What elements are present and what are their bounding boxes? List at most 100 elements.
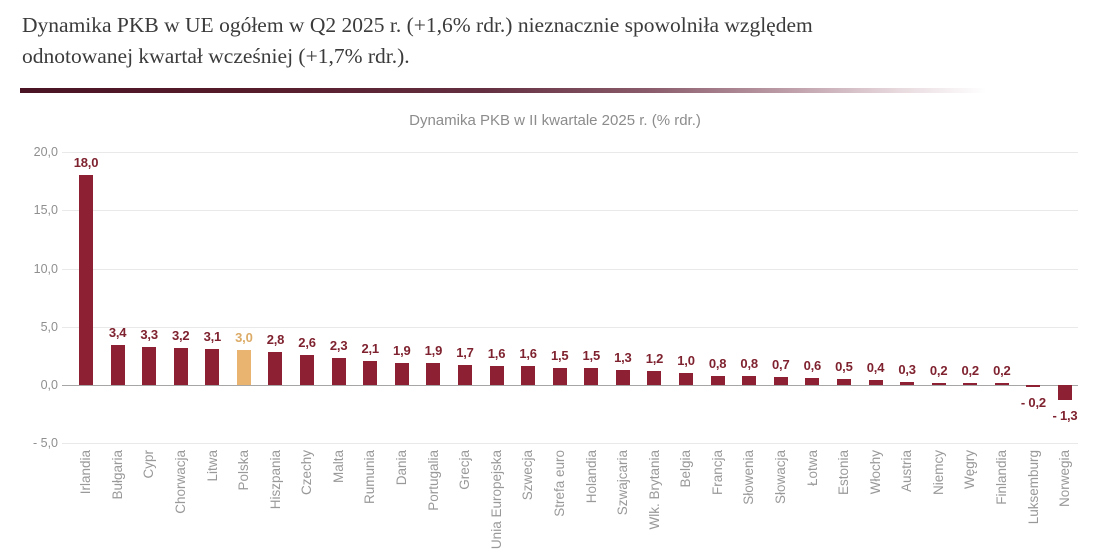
value-label: 2,8 [266, 332, 285, 348]
bar [363, 360, 378, 385]
x-label-cell: Węgry [954, 450, 986, 555]
ytick-label: 15,0 [33, 203, 58, 218]
bar [394, 362, 409, 385]
bar [773, 376, 788, 385]
value-label: 0,5 [835, 359, 853, 375]
x-label-cell: Grecja [449, 450, 481, 555]
bar [963, 382, 978, 385]
x-label: Belgia [678, 450, 694, 488]
x-label-cell: Litwa [196, 450, 228, 555]
bar [236, 350, 251, 385]
x-label-cell: Portugalia [417, 450, 449, 555]
x-label: Rumunia [362, 450, 378, 505]
x-label: Irlandia [78, 450, 94, 495]
x-label: Austria [899, 450, 915, 493]
bar [805, 378, 820, 385]
bar [994, 382, 1009, 385]
bar [79, 175, 93, 385]
bar [521, 366, 536, 385]
x-label-cell: Unia Europejska [481, 450, 513, 555]
x-label: Litwa [204, 450, 220, 482]
x-label: Finlandia [994, 450, 1010, 505]
ytick-label: 20,0 [33, 145, 58, 159]
x-label: Francja [709, 450, 725, 496]
bar [836, 379, 851, 385]
bar [142, 346, 157, 385]
x-label-cell: Norwegia [1049, 450, 1081, 555]
x-label: Polska [236, 450, 252, 491]
x-label: Estonia [836, 450, 852, 496]
page-title-line-1: Dynamika PKB w UE ogółem w Q2 2025 r. (+… [22, 13, 813, 37]
bar [205, 348, 220, 385]
chart-title: Dynamika PKB w II kwartale 2025 r. (% rd… [409, 112, 701, 129]
x-label-cell: Hiszpania [259, 450, 291, 555]
value-label: 0,3 [898, 361, 916, 377]
value-label: 0,7 [772, 356, 790, 372]
x-label: Hiszpania [267, 450, 283, 510]
x-label: Szwecja [520, 450, 536, 501]
x-label-cell: Strefa euro [544, 450, 576, 555]
x-label: Dania [394, 450, 410, 486]
bar [1057, 385, 1072, 401]
x-label-cell: Francja [702, 450, 734, 555]
x-label: Portugalia [425, 450, 441, 511]
bar [457, 365, 472, 385]
x-label: Strefa euro [551, 450, 567, 517]
x-label-cell: Polska [228, 450, 260, 555]
bar [742, 375, 757, 385]
bar [331, 358, 346, 385]
x-label: Chorwacja [172, 450, 188, 514]
x-label: Węgry [962, 450, 978, 490]
value-label: 1,9 [393, 342, 411, 358]
value-label: 3,3 [140, 326, 158, 342]
x-label: Unia Europejska [488, 450, 504, 550]
x-label-cell: Wlk. Brytania [638, 450, 670, 555]
bar [647, 371, 662, 385]
value-label: 0,2 [993, 362, 1011, 378]
bar [1026, 385, 1041, 388]
gridline [62, 326, 1078, 328]
value-label: 1,6 [487, 346, 506, 362]
value-label: 0,6 [803, 358, 822, 373]
value-label: 0,4 [866, 360, 885, 376]
value-label: 3,2 [171, 327, 190, 343]
gridline [62, 210, 1078, 212]
x-label: Malta [330, 450, 346, 484]
value-label: 1,5 [550, 347, 569, 363]
value-label: 3,1 [203, 328, 222, 344]
gridline [62, 152, 1078, 153]
x-label-cell: Finlandia [986, 450, 1018, 555]
page-title: Dynamika PKB w UE ogółem w Q2 2025 r. (+… [22, 10, 1092, 72]
ytick-label: 0,0 [40, 378, 58, 392]
x-label: Łotwa [804, 450, 820, 487]
x-label: Norwegia [1057, 450, 1073, 508]
bar [584, 367, 599, 385]
bar [710, 375, 725, 385]
gridline [62, 268, 1078, 270]
x-label-cell: Łotwa [796, 450, 828, 555]
x-label-cell: Holandia [575, 450, 607, 555]
x-label-cell: Luksemburg [1017, 450, 1049, 555]
bar [868, 380, 883, 385]
value-label: 2,1 [361, 340, 379, 356]
bar [679, 373, 694, 385]
value-label: 3,0 [235, 330, 253, 346]
bar [110, 345, 125, 385]
value-label: - 0,2 [1020, 395, 1046, 411]
x-label-cell: Irlandia [70, 450, 102, 555]
x-label-cell: Szwajcaria [607, 450, 639, 555]
x-label: Niemcy [930, 450, 946, 496]
x-label: Wlk. Brytania [646, 450, 662, 530]
value-label: 1,7 [456, 345, 474, 361]
ytick-label: 10,0 [33, 261, 58, 276]
value-label: 18,0 [73, 155, 99, 171]
x-label-cell: Słowacja [765, 450, 797, 555]
value-label: 1,3 [614, 349, 632, 365]
x-label-cell: Czechy [291, 450, 323, 555]
value-label: 0,8 [708, 355, 727, 371]
x-label-cell: Słowenia [733, 450, 765, 555]
x-axis-line [62, 385, 1078, 386]
x-label: Bułgaria [109, 450, 125, 500]
ytick-label: 5,0 [40, 319, 58, 334]
